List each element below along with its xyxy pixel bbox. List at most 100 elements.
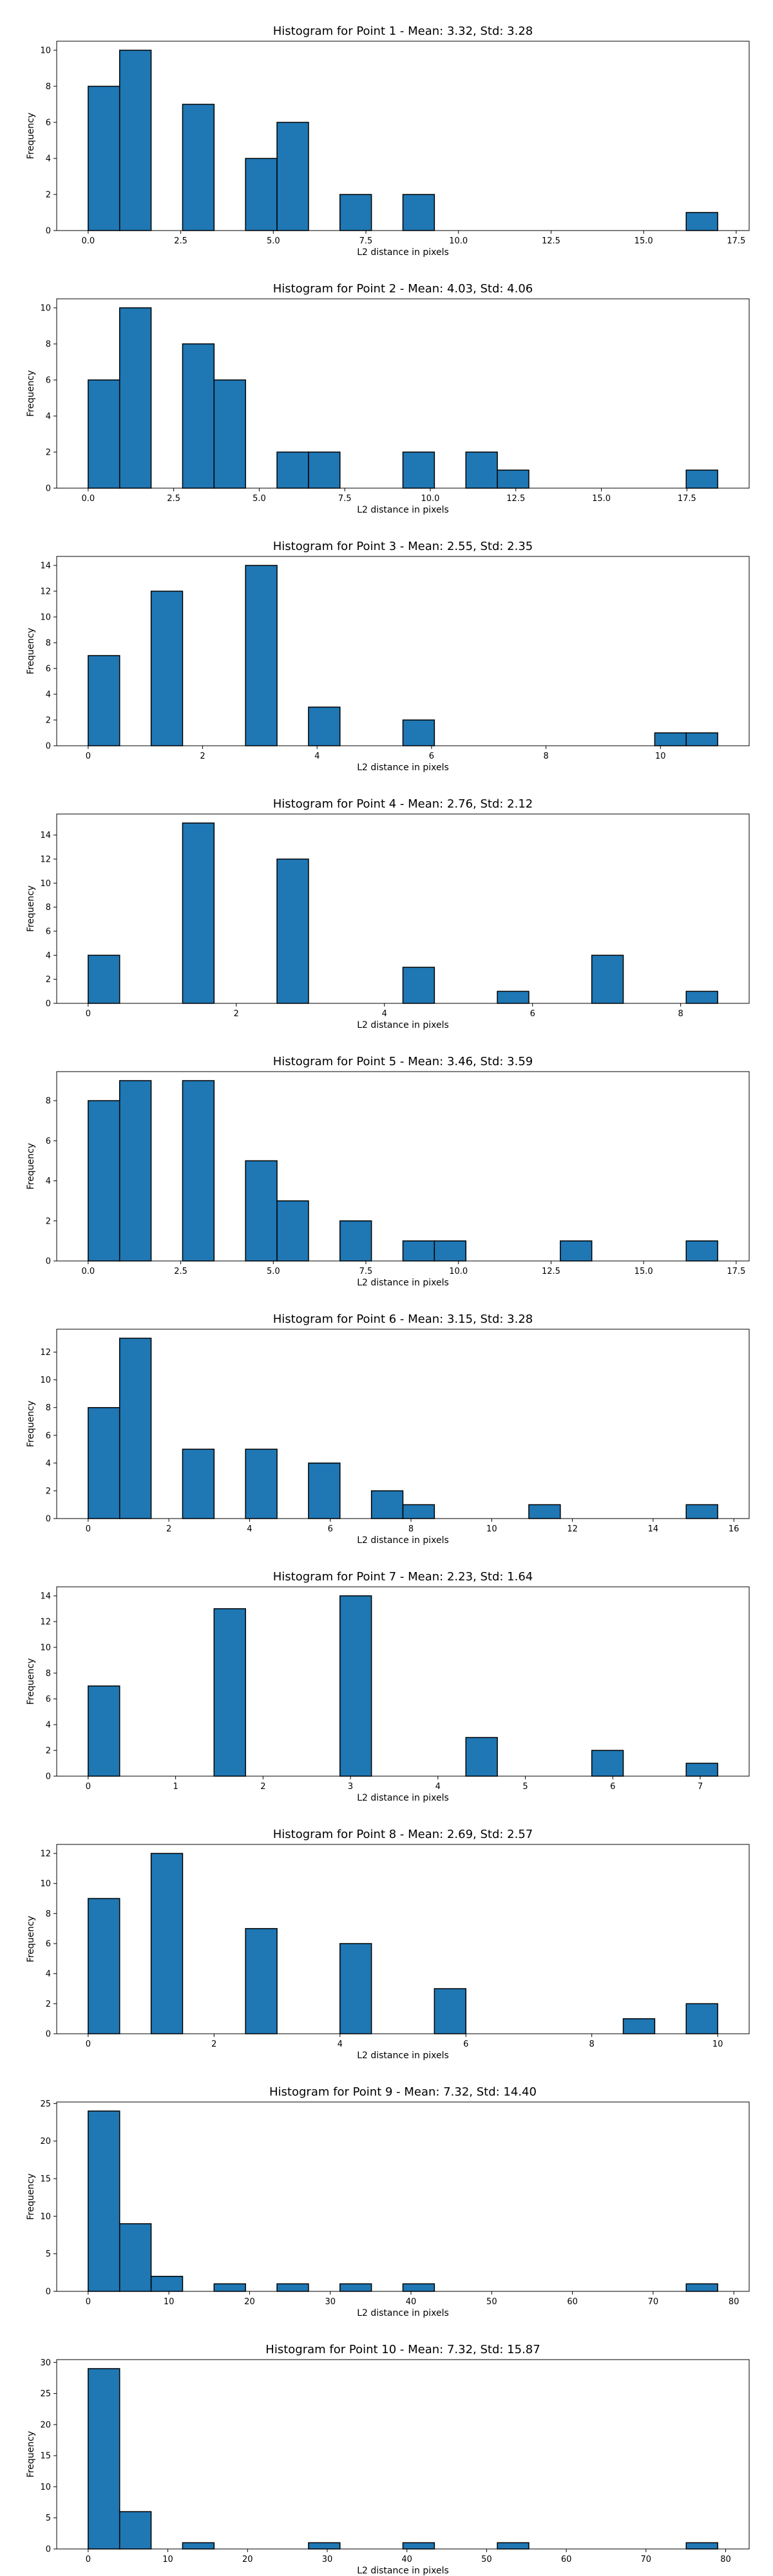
histogram-chart: 0 2 4 6 8 0 2 4 6 8 10 12 14 Histogram for Point 4 - …	[26, 797, 750, 1030]
plot-frame	[56, 1071, 750, 1262]
histogram-bar	[497, 990, 530, 1004]
y-tick-label: 15	[40, 2452, 51, 2461]
histogram-bar	[685, 1763, 718, 1777]
y-axis-label: Frequency	[26, 1916, 36, 1962]
histogram-bar	[402, 719, 435, 746]
x-tick-label: 7	[698, 1782, 703, 1792]
x-tick-label: 0	[86, 1524, 91, 1534]
x-tick-label: 2	[260, 1782, 265, 1792]
y-axis-label: Frequency	[26, 1143, 36, 1189]
y-tick-label: 8	[46, 1097, 51, 1106]
x-axis-label: L2 distance in pixels	[357, 2308, 449, 2318]
y-tick-label: 6	[46, 665, 51, 674]
chart-title: Histogram for Point 4 - Mean: 2.76, Std:…	[273, 797, 533, 811]
x-tick-label: 40	[401, 2555, 412, 2564]
x-tick-label: 16	[729, 1524, 740, 1534]
histogram-bar	[685, 990, 718, 1004]
y-tick-label: 8	[46, 340, 51, 350]
x-tick-label: 50	[486, 2297, 497, 2307]
histogram-bar	[88, 2110, 120, 2292]
histogram-panel: 0 1 2 3 4 5 6 7 0 2 4 6 8 10 12 14 Histogram for Point 7…	[0, 1546, 773, 1803]
x-tick-label: 8	[408, 1524, 414, 1534]
y-tick-label: 2	[46, 716, 51, 726]
histogram-panel: 0.0 2.5 5.0 7.5 10.0 12.5 15.0 17.5 0 2 4 6 8 Histogr…	[0, 1030, 773, 1288]
x-tick-label: 10	[712, 2040, 723, 2049]
histogram-bar	[88, 1898, 120, 2034]
y-tick-label: 4	[46, 1459, 51, 1468]
x-tick-label: 12	[567, 1524, 578, 1534]
histogram-bar	[119, 50, 152, 231]
histogram-chart: 0.0 2.5 5.0 7.5 10.0 12.5 15.0 17.5 0 2 4 6 8 10 Histo…	[26, 282, 750, 515]
histogram-bar	[245, 158, 278, 231]
y-tick-label: 0	[46, 1772, 51, 1782]
x-axis-label: L2 distance in pixels	[357, 247, 449, 258]
x-tick-label: 12.5	[542, 1267, 560, 1276]
histogram-bar	[88, 86, 120, 231]
x-tick-label: 3	[348, 1782, 353, 1792]
x-tick-label: 10	[162, 2555, 173, 2564]
x-tick-label: 6	[328, 1524, 333, 1534]
y-tick-label: 8	[46, 903, 51, 913]
histogram-bar	[339, 1220, 372, 1262]
x-tick-label: 4	[435, 1782, 441, 1792]
histogram-bar	[685, 1504, 718, 1519]
y-tick-label: 2	[46, 1486, 51, 1496]
histogram-chart: 0 10 20 30 40 50 60 70 80 0 5 10 15 20 25 Histogram for…	[26, 2085, 750, 2318]
histogram-bar	[119, 1338, 152, 1519]
histogram-bar	[88, 379, 120, 489]
x-axis-label: L2 distance in pixels	[357, 1535, 449, 1546]
histogram-bar	[150, 2275, 184, 2292]
histogram-bar	[308, 1463, 341, 1519]
histogram-bar	[276, 122, 309, 231]
y-tick-label: 0	[46, 999, 51, 1009]
y-axis-label: Frequency	[26, 2431, 36, 2477]
y-tick-label: 2	[46, 1747, 51, 1756]
histogram-bar	[528, 1504, 561, 1519]
histogram-bar	[182, 343, 215, 489]
x-tick-label: 20	[244, 2297, 255, 2307]
x-tick-label: 15.0	[592, 494, 611, 504]
histogram-bar	[213, 2283, 246, 2292]
histogram-bar	[119, 2223, 152, 2292]
x-tick-label: 70	[648, 2297, 659, 2307]
histogram-bar	[88, 655, 120, 746]
x-tick-label: 17.5	[727, 1267, 745, 1276]
histogram-bar	[402, 1504, 435, 1519]
histogram-bar	[88, 2368, 120, 2550]
x-tick-label: 10.0	[449, 1267, 468, 1276]
x-tick-label: 5	[522, 1782, 528, 1792]
x-tick-label: 70	[641, 2555, 652, 2564]
histogram-bar	[119, 307, 152, 489]
histogram-chart: 0 2 4 6 8 10 0 2 4 6 8 10 12 14 Histogram for Point 3 …	[26, 540, 750, 773]
y-tick-label: 10	[40, 613, 51, 623]
histogram-bar	[182, 822, 215, 1004]
histogram-bar	[88, 1685, 120, 1777]
histogram-bar	[150, 1853, 184, 2034]
x-tick-label: 5.0	[253, 494, 266, 504]
y-tick-label: 30	[40, 2358, 51, 2368]
histogram-bar	[685, 2003, 718, 2034]
x-tick-label: 80	[720, 2555, 731, 2564]
y-tick-label: 12	[40, 1850, 51, 1859]
y-tick-label: 4	[46, 155, 51, 164]
histogram-bar	[402, 2283, 435, 2292]
histogram-panel: 0.0 2.5 5.0 7.5 10.0 12.5 15.0 17.5 0 2 4 6 8 10 Histo…	[0, 258, 773, 515]
x-axis-label: L2 distance in pixels	[357, 1793, 449, 1803]
x-tick-label: 15.0	[635, 236, 653, 246]
chart-title: Histogram for Point 9 - Mean: 7.32, Std:…	[269, 2085, 537, 2099]
histogram-bar	[370, 1490, 404, 1519]
x-tick-label: 0	[86, 1009, 91, 1019]
x-axis-label: L2 distance in pixels	[357, 762, 449, 773]
histogram-bar	[88, 1100, 120, 1262]
x-tick-label: 50	[481, 2555, 492, 2564]
histogram-bar	[497, 2542, 530, 2550]
chart-title: Histogram for Point 8 - Mean: 2.69, Std:…	[273, 1828, 533, 1841]
x-tick-label: 14	[648, 1524, 659, 1534]
y-tick-label: 12	[40, 587, 51, 597]
histogram-bar	[245, 1927, 278, 2034]
x-tick-label: 5.0	[267, 236, 280, 246]
y-tick-label: 0	[46, 1257, 51, 1267]
histogram-bar	[213, 379, 246, 489]
y-tick-label: 12	[40, 1348, 51, 1358]
